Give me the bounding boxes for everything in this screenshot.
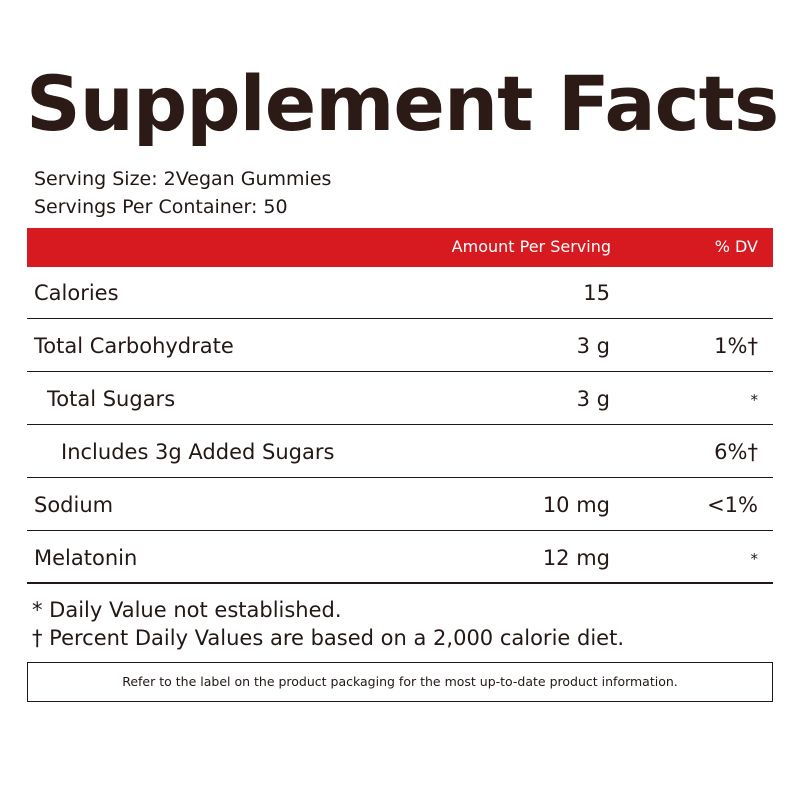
footnote: † Percent Daily Values are based on a 2,… <box>32 626 624 650</box>
nutrient-name: Melatonin <box>34 546 138 570</box>
nutrient-dv: <1% <box>707 493 758 517</box>
nutrient-dv: 6%† <box>714 440 758 464</box>
nutrient-row: Calories 15 <box>27 267 773 319</box>
nutrient-dv: * <box>750 550 759 568</box>
nutrient-amount: 3 g <box>576 387 610 411</box>
nutrient-name: Calories <box>34 281 119 305</box>
nutrient-amount: 15 <box>583 281 610 305</box>
header-bar <box>27 228 773 267</box>
title: Supplement Facts <box>26 59 779 148</box>
nutrient-row: Includes 3g Added Sugars 6%† <box>27 426 773 478</box>
serving-size: Serving Size: 2Vegan Gummies <box>34 168 332 190</box>
nutrient-row: Total Carbohydrate 3 g 1%† <box>27 320 773 372</box>
notice: Refer to the label on the product packag… <box>27 662 773 702</box>
nutrient-name: Total Carbohydrate <box>34 334 234 358</box>
nutrient-amount: 3 g <box>576 334 610 358</box>
nutrient-row: Total Sugars 3 g * <box>27 373 773 425</box>
nutrient-name: Includes 3g Added Sugars <box>61 440 335 464</box>
nutrient-row: Sodium 10 mg <1% <box>27 479 773 531</box>
amount-header: Amount Per Serving <box>451 237 611 256</box>
nutrient-amount: 12 mg <box>542 546 610 570</box>
servings-per-container: Servings Per Container: 50 <box>34 196 288 218</box>
nutrient-name: Sodium <box>34 493 114 517</box>
nutrient-amount: 10 mg <box>542 493 610 517</box>
footnote: * Daily Value not established. <box>32 598 342 622</box>
nutrient-dv: * <box>750 391 759 409</box>
nutrient-row: Melatonin 12 mg * <box>27 532 773 584</box>
nutrient-dv: 1%† <box>714 334 758 358</box>
dv-header: % DV <box>714 237 758 256</box>
nutrient-name: Total Sugars <box>47 387 176 411</box>
